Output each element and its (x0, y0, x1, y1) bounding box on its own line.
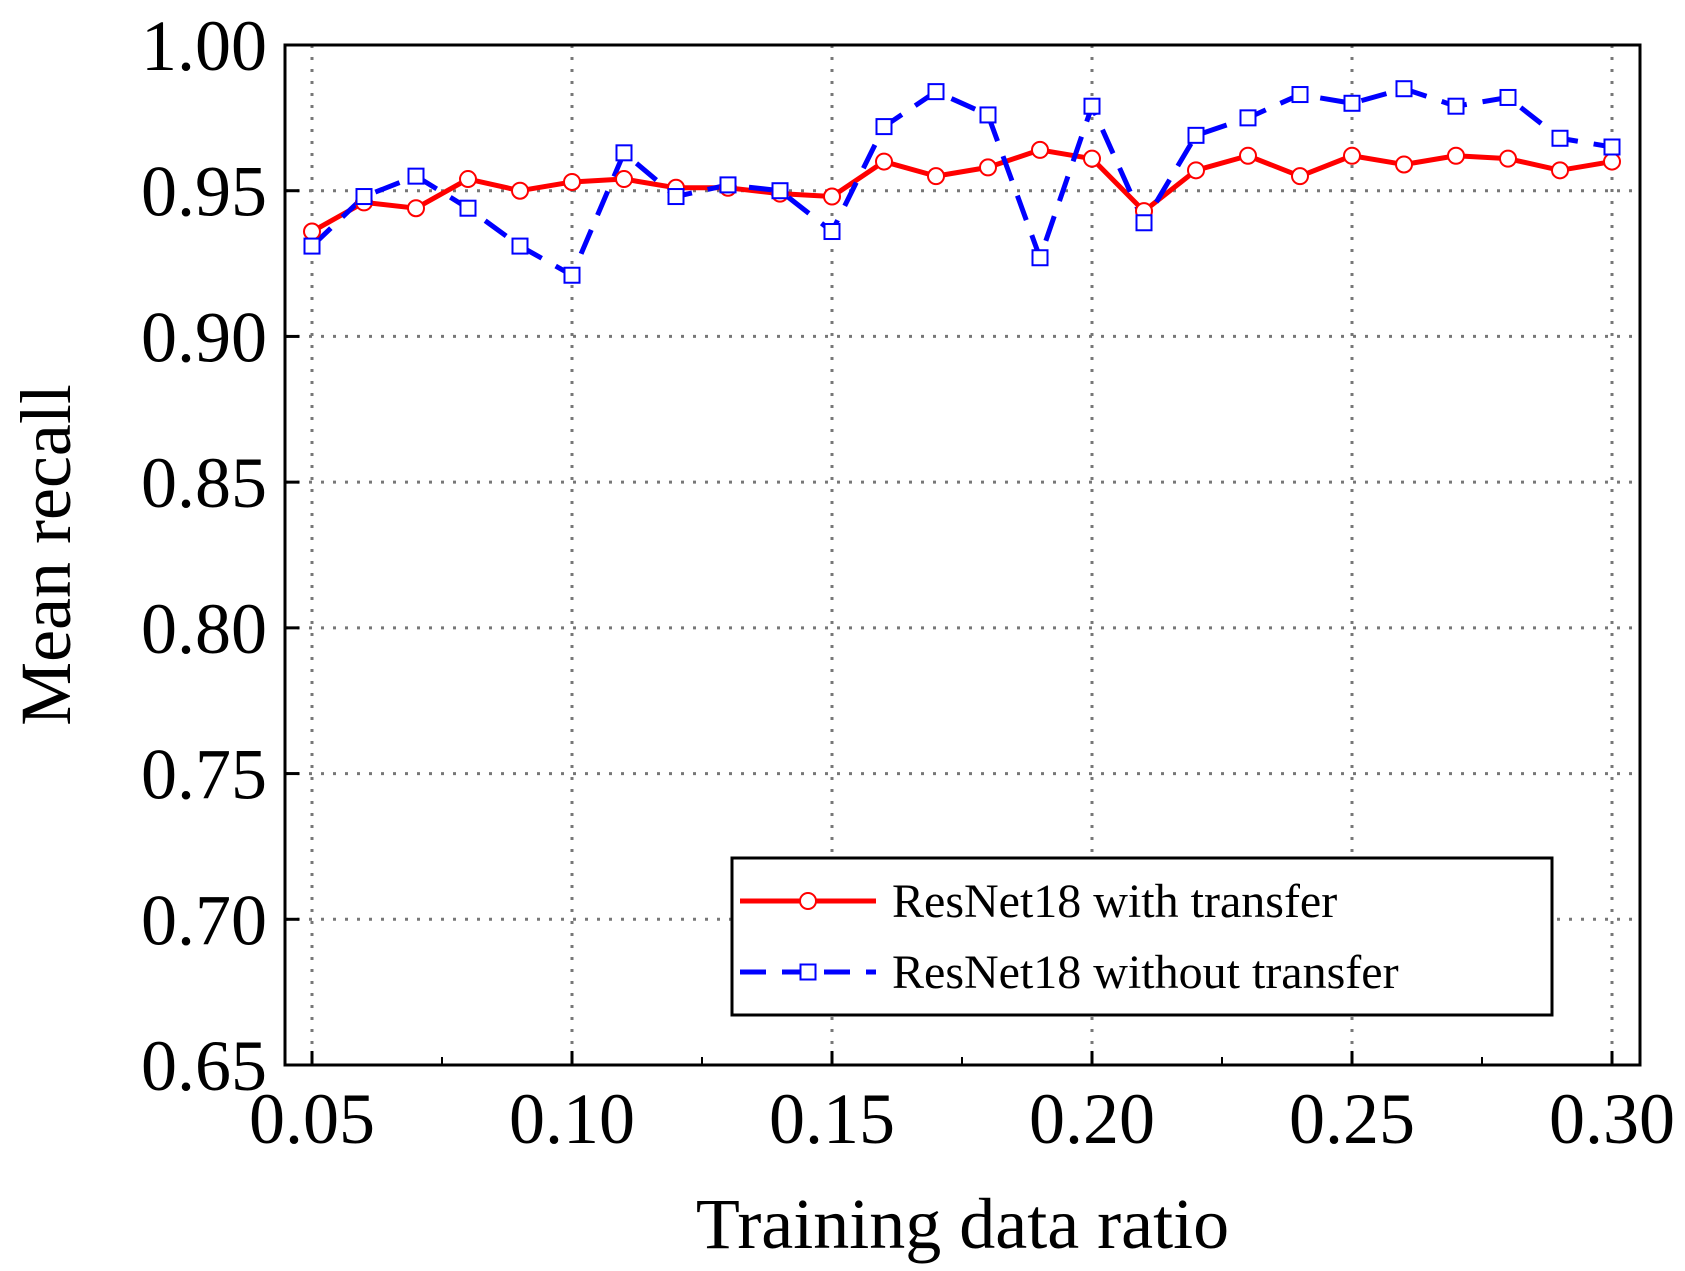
data-point-without-transfer (1083, 97, 1101, 115)
data-point-with-transfer (1239, 146, 1257, 165)
legend-marker-with-transfer (799, 892, 817, 910)
data-point-without-transfer (1135, 214, 1153, 232)
data-point-without-transfer (459, 199, 477, 217)
x-tick-label: 0.25 (1289, 1079, 1415, 1159)
data-point-without-transfer (1031, 249, 1049, 267)
series-layer (303, 80, 1621, 284)
data-point-with-transfer (979, 158, 997, 177)
y-tick-label: 0.90 (141, 297, 267, 377)
data-point-with-transfer (823, 187, 841, 206)
data-point-with-transfer (511, 181, 529, 200)
data-point-without-transfer (1499, 88, 1517, 106)
data-point-without-transfer (875, 118, 893, 136)
data-point-with-transfer (875, 152, 893, 171)
x-tick-label: 0.05 (249, 1079, 375, 1159)
data-point-without-transfer (979, 106, 997, 124)
data-point-with-transfer (1603, 152, 1621, 171)
data-point-with-transfer (303, 222, 321, 241)
y-tick-label: 0.70 (141, 880, 267, 960)
data-point-without-transfer (1343, 94, 1361, 112)
x-tick-label: 0.30 (1549, 1079, 1675, 1159)
data-point-without-transfer (511, 237, 529, 255)
data-point-without-transfer (407, 167, 425, 185)
legend-label-with-transfer: ResNet18 with transfer (892, 875, 1337, 928)
data-point-without-transfer (927, 83, 945, 101)
y-tick-label: 0.95 (141, 152, 267, 232)
data-point-without-transfer (719, 176, 737, 194)
data-point-without-transfer (1603, 138, 1621, 156)
data-point-with-transfer (1343, 146, 1361, 165)
data-point-without-transfer (1395, 80, 1413, 98)
y-axis-label: Mean recall (6, 384, 86, 726)
y-tick-label: 1.00 (141, 6, 267, 86)
data-point-without-transfer (771, 182, 789, 200)
data-point-with-transfer (1551, 161, 1569, 180)
x-tick-label: 0.10 (509, 1079, 635, 1159)
data-point-without-transfer (667, 188, 685, 206)
data-point-without-transfer (1187, 126, 1205, 144)
y-tick-label: 0.80 (141, 589, 267, 669)
data-point-with-transfer (1083, 149, 1101, 168)
data-point-with-transfer (615, 170, 633, 189)
data-point-without-transfer (615, 144, 633, 162)
data-point-without-transfer (1447, 97, 1465, 115)
legend: ResNet18 with transfer ResNet18 without … (730, 856, 1554, 1017)
legend-box (730, 856, 1554, 1017)
data-point-with-transfer (1031, 140, 1049, 159)
data-point-with-transfer (1291, 167, 1309, 186)
data-point-with-transfer (1187, 161, 1205, 180)
data-point-with-transfer (1447, 146, 1465, 165)
data-point-without-transfer (563, 266, 581, 284)
data-point-without-transfer (1551, 129, 1569, 147)
data-point-with-transfer (927, 167, 945, 186)
data-point-with-transfer (1499, 149, 1517, 168)
data-point-without-transfer (1291, 86, 1309, 104)
y-tick-label: 0.75 (141, 735, 267, 815)
data-point-without-transfer (355, 188, 373, 206)
y-axis-ticks: 0.65 0.70 0.75 0.80 0.85 0.90 0.95 1.00 (141, 6, 299, 1106)
series-line-without-transfer (310, 86, 1613, 278)
y-tick-label: 0.65 (141, 1026, 267, 1106)
data-point-with-transfer (459, 170, 477, 189)
legend-marker-without-transfer (799, 963, 817, 981)
series-line-with-transfer (310, 147, 1613, 234)
x-tick-label: 0.15 (769, 1079, 895, 1159)
data-point-with-transfer (407, 199, 425, 218)
data-point-without-transfer (823, 223, 841, 241)
legend-label-without-transfer: ResNet18 without transfer (892, 946, 1399, 999)
y-tick-label: 0.85 (141, 443, 267, 523)
data-point-with-transfer (563, 172, 581, 191)
plot-frame (283, 43, 1642, 1067)
data-point-with-transfer (1395, 155, 1413, 174)
data-point-without-transfer (303, 237, 321, 255)
x-tick-label: 0.20 (1029, 1079, 1155, 1159)
data-point-without-transfer (1239, 109, 1257, 127)
x-axis-label: Training data ratio (696, 1184, 1229, 1264)
x-axis-ticks: 0.05 0.10 0.15 0.20 0.25 0.30 (249, 1051, 1675, 1159)
